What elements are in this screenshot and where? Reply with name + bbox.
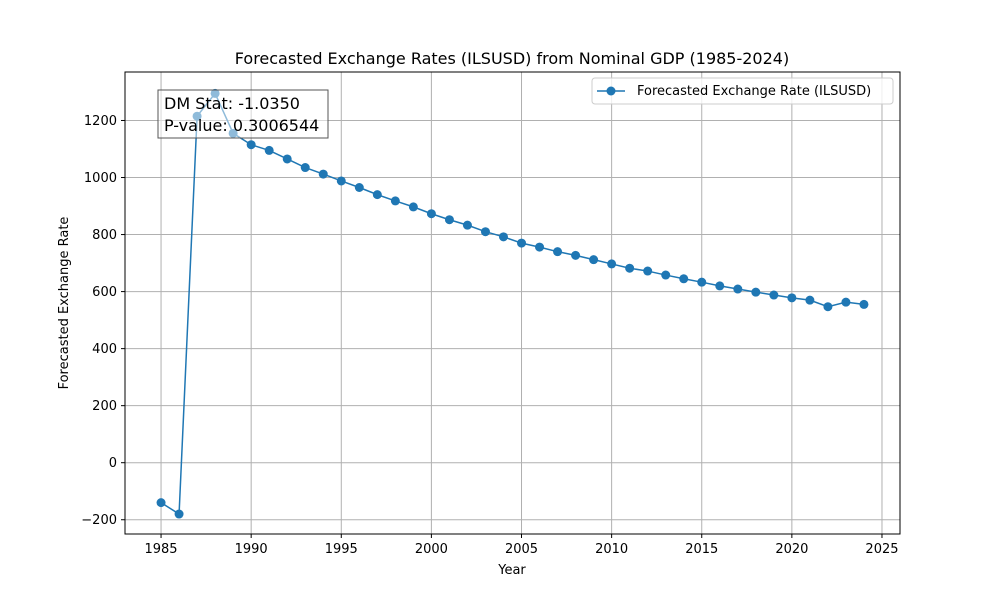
x-tick-label: 2015 [685,542,718,557]
data-point [336,176,346,186]
data-point [282,154,292,164]
x-tick-label: 2025 [865,542,898,557]
data-point [697,277,707,287]
data-point [372,190,382,200]
data-point [498,232,508,242]
data-point [841,297,851,307]
data-point [553,247,563,257]
chart-title: Forecasted Exchange Rates (ILSUSD) from … [235,49,789,68]
p-value-text: P-value: 0.3006544 [164,116,319,135]
data-point [535,242,545,252]
data-point [300,163,310,173]
y-tick-label: 200 [92,399,117,414]
data-point [823,302,833,312]
y-tick-label: 1000 [84,171,117,186]
data-point [733,284,743,294]
y-tick-label: 400 [92,342,117,357]
data-point [607,259,617,269]
data-point [462,220,472,230]
data-point [661,270,671,280]
x-axis-ticks: 1985 1990 1995 2000 2005 2010 2015 2020 2025 [144,534,899,557]
data-point [715,281,725,291]
data-point [480,227,490,237]
data-point [246,140,256,150]
y-tick-label: 1200 [84,114,117,129]
data-point [156,498,166,508]
y-tick-label: 800 [92,228,117,243]
x-tick-label: 2010 [595,542,628,557]
y-tick-label: 600 [92,285,117,300]
data-point [769,290,779,300]
y-tick-label: −200 [81,513,117,528]
series-line [160,91,865,516]
data-point [390,196,400,206]
legend-box [591,77,894,105]
legend-marker-swatch [606,86,616,96]
stats-annotation: DM Stat: -1.0350 P-value: 0.3006544 [157,89,329,139]
data-point [589,255,599,265]
data-point [354,183,364,192]
legend-entry-label: Forecasted Exchange Rate (ILSUSD) [637,84,871,99]
data-point [517,238,527,248]
data-point [174,509,184,519]
data-point [264,145,274,155]
data-point [679,274,689,284]
data-point [408,202,418,212]
x-axis-label: Year [497,563,526,578]
x-tick-label: 2020 [775,542,808,557]
stats-box [157,89,329,139]
y-axis-label: Forecasted Exchange Rate [57,217,72,390]
data-point [444,215,454,225]
legend: Forecasted Exchange Rate (ILSUSD) [591,77,894,105]
data-point [859,299,869,309]
grid-lines [125,72,900,534]
data-point [625,263,635,273]
data-point [751,287,761,297]
data-point [426,209,436,219]
x-tick-label: 1985 [144,542,177,557]
data-point [571,250,581,260]
data-point [318,169,328,179]
data-point [805,295,815,305]
x-tick-label: 2000 [415,542,448,557]
data-point [643,266,653,276]
dm-stat-text: DM Stat: -1.0350 [164,94,300,113]
plot-area [124,71,901,535]
y-tick-label: 0 [109,456,117,471]
series-layer [156,88,869,519]
x-tick-label: 2005 [505,542,538,557]
data-point [787,293,797,303]
x-tick-label: 1990 [235,542,268,557]
y-axis-ticks: −200 0 200 400 600 800 1000 1200 [81,114,125,528]
x-tick-label: 1995 [325,542,358,557]
